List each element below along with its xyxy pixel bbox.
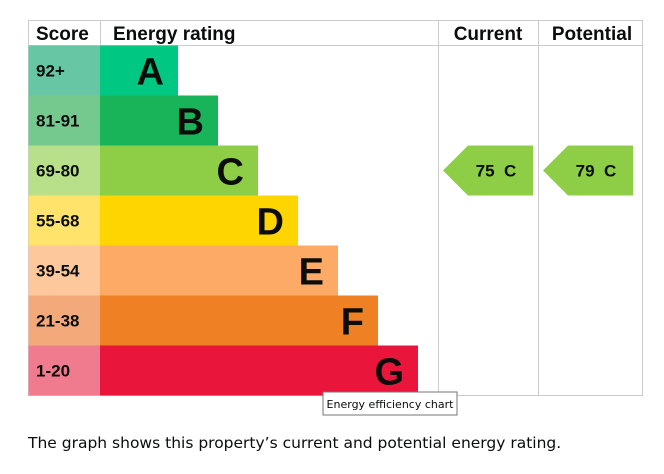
rating-bands: 92+ A 81-91 B 69-80 C 55-68 D 39-54 E 21-38 F 1-20 G: [28, 45, 418, 396]
rating-bar-f: [100, 295, 378, 346]
rating-letter-b: B: [177, 102, 204, 144]
rating-bar-e: [100, 245, 338, 296]
current-rating-indicator-label: 75 C: [476, 162, 517, 181]
rating-letter-e: E: [299, 252, 324, 294]
score-label-f: 21-38: [36, 312, 79, 331]
score-cell-f: [28, 295, 100, 346]
current-rating-indicator-arrow: [443, 145, 533, 196]
potential-rating-indicator-arrow: [543, 145, 633, 196]
header-current: Current: [454, 24, 523, 45]
rating-bar-g: [100, 345, 418, 396]
score-cell-e: [28, 245, 100, 296]
chart-caption: The graph shows this property’s current …: [28, 434, 562, 452]
header-energy-rating: Energy rating: [113, 24, 235, 45]
band-b: 81-91 B: [28, 95, 218, 146]
band-g: 1-20 G: [28, 345, 418, 396]
score-cell-a: [28, 45, 100, 96]
rating-letter-d: D: [257, 202, 284, 244]
score-label-g: 1-20: [36, 362, 70, 381]
rating-letter-c: C: [217, 152, 244, 194]
energy-efficiency-chart: Score Energy rating Current Potential 92…: [28, 20, 643, 416]
band-a: 92+ A: [28, 45, 178, 96]
header-potential: Potential: [552, 24, 632, 45]
header-score: Score: [36, 24, 89, 45]
rating-letter-g: G: [374, 352, 404, 394]
tooltip-text: Energy efficiency chart: [327, 398, 455, 411]
band-e: 39-54 E: [28, 245, 338, 296]
rating-letter-a: A: [137, 52, 164, 94]
band-d: 55-68 D: [28, 195, 298, 246]
band-c: 69-80 C: [28, 145, 258, 196]
score-label-c: 69-80: [36, 162, 79, 181]
chart-tooltip: Energy efficiency chart: [322, 391, 458, 416]
potential-rating-indicator: 79 C: [543, 145, 633, 196]
band-f: 21-38 F: [28, 295, 378, 346]
score-label-e: 39-54: [36, 262, 80, 281]
score-cell-g: [28, 345, 100, 396]
current-rating-indicator: 75 C: [443, 145, 533, 196]
rating-bar-c: [100, 145, 258, 196]
rating-bar-d: [100, 195, 298, 246]
rating-letter-f: F: [341, 302, 364, 344]
score-cell-b: [28, 95, 100, 146]
rating-indicators: 75 C 79 C: [443, 145, 633, 196]
score-label-d: 55-68: [36, 212, 79, 231]
rating-bar-a: [100, 45, 178, 96]
score-cell-c: [28, 145, 100, 196]
potential-rating-indicator-label: 79 C: [576, 162, 617, 181]
rating-bar-b: [100, 95, 218, 146]
score-cell-d: [28, 195, 100, 246]
score-label-b: 81-91: [36, 112, 79, 131]
score-label-a: 92+: [36, 62, 65, 81]
